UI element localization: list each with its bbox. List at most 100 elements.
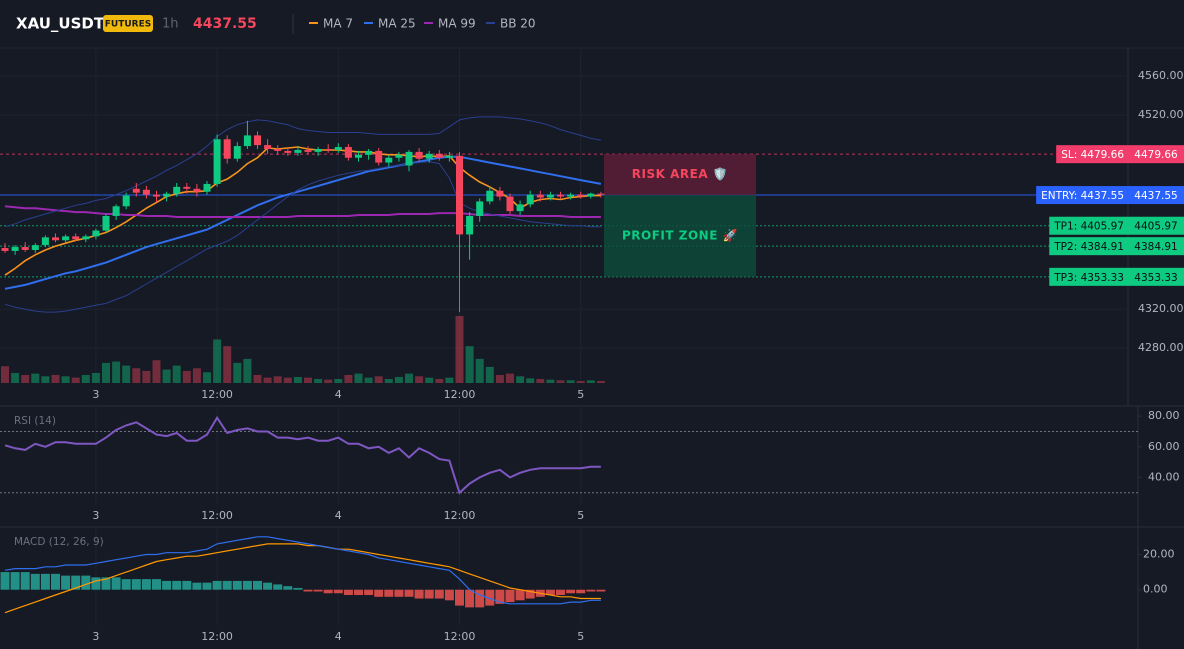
badge: FUTURES	[105, 20, 151, 30]
y-tick-label: 4320.00	[1138, 302, 1184, 315]
candle-body	[355, 154, 362, 158]
band-line	[4, 161, 601, 313]
macd-histogram-bar	[172, 580, 182, 590]
macd-histogram-bar	[525, 589, 535, 599]
x-tick-label: 4	[335, 509, 342, 522]
volume-bar	[314, 378, 323, 383]
volume-bar	[223, 346, 232, 383]
volume-bar	[506, 373, 514, 383]
volume-bar	[364, 377, 373, 383]
candle-body	[365, 150, 373, 155]
zone-label: PROFIT ZONE 🚀	[622, 228, 738, 242]
legend-label: MA 99	[438, 17, 476, 31]
candle-body	[395, 154, 403, 158]
volume-bar	[405, 373, 413, 383]
y-tick-label: 40.00	[1148, 470, 1180, 483]
macd-histogram-bar	[253, 580, 262, 590]
volume-bar	[304, 377, 312, 383]
band-line	[4, 116, 601, 228]
macd-histogram-bar	[444, 589, 454, 601]
macd-histogram-bar	[30, 573, 40, 590]
macd-histogram-bar	[455, 589, 464, 606]
volume-bar	[495, 374, 504, 383]
volume-bar	[415, 376, 424, 383]
macd-histogram-bar	[323, 589, 333, 594]
candle-body	[274, 148, 282, 151]
candle-body	[415, 151, 423, 159]
volume-bar	[283, 377, 292, 383]
volume-bar	[31, 373, 40, 383]
candle-body	[506, 196, 514, 212]
macd-histogram-bar	[586, 589, 596, 592]
macd-histogram-bar	[333, 589, 343, 594]
y-tick-label: 80.00	[1148, 409, 1180, 422]
macd-histogram-bar	[162, 580, 172, 590]
macd-histogram-bar	[51, 573, 60, 590]
axis-tag-bg	[1128, 186, 1184, 205]
volume-bar	[324, 379, 333, 383]
y-tick-label: 0.00	[1143, 583, 1168, 596]
macd-histogram-bar	[343, 589, 353, 596]
macd-histogram-bar	[61, 575, 71, 590]
volume-bar	[132, 368, 141, 383]
volume-bar	[516, 376, 525, 383]
volume-bar	[61, 376, 70, 383]
volume-bar	[566, 380, 575, 383]
volume-bar	[253, 374, 262, 383]
volume-bar	[182, 370, 191, 383]
macd-histogram-bar	[354, 589, 363, 596]
candle-body	[112, 206, 120, 216]
candle-body	[92, 230, 100, 237]
volume-bar	[556, 380, 565, 383]
macd-histogram-bar	[242, 580, 252, 590]
volume-bar	[51, 374, 60, 383]
macd-histogram-bar	[283, 586, 293, 590]
macd-histogram-bar	[40, 573, 50, 590]
macd-histogram-bar	[566, 589, 576, 594]
volume-bar	[475, 358, 484, 383]
level-tag-bg	[1049, 216, 1128, 235]
axis-tag-bg	[1128, 237, 1184, 256]
candle-body	[435, 153, 443, 158]
macd-histogram-bar	[495, 589, 505, 604]
x-tick-label: 12:00	[201, 630, 233, 643]
x-tick-label: 5	[577, 509, 584, 522]
macd-histogram-bar	[434, 589, 444, 599]
volume-bar	[455, 316, 464, 383]
volume-bar	[203, 372, 211, 383]
level-tag: TP1: 4405.97	[1053, 221, 1124, 233]
volume-bar	[425, 377, 434, 383]
macd-histogram-bar	[384, 589, 394, 597]
candle-body	[163, 193, 171, 197]
level-tag: ENTRY: 4437.55	[1041, 190, 1124, 202]
rsi-line	[4, 415, 601, 495]
macd-histogram-bar	[20, 572, 30, 590]
volume-bar	[142, 370, 151, 383]
candle-body	[223, 139, 231, 159]
candle-body	[304, 149, 312, 152]
y-tick-label: 20.00	[1143, 547, 1175, 560]
interval: 1h	[162, 17, 179, 32]
macd-histogram-bar	[263, 582, 273, 590]
candle-body	[213, 139, 221, 184]
candle-body	[243, 135, 251, 147]
level-tag-bg	[1049, 267, 1128, 286]
volume-bar	[81, 374, 90, 383]
macd-histogram-bar	[465, 589, 475, 608]
x-tick-label: 3	[92, 630, 99, 643]
level-tag-bg	[1049, 237, 1128, 256]
level-tag: TP2: 4384.91	[1053, 241, 1124, 253]
macd-histogram-bar	[91, 577, 101, 590]
volume-bar	[213, 339, 222, 383]
candle-body	[62, 236, 70, 241]
axis-tag: 4353.33	[1134, 272, 1177, 284]
axis-tag-bg	[1128, 216, 1184, 235]
macd-histogram-bar	[131, 579, 141, 590]
candle-body	[41, 237, 49, 246]
axis-tag-bg	[1128, 267, 1184, 286]
volume-bar	[172, 365, 181, 383]
zone	[604, 154, 756, 196]
axis-tag: 4479.66	[1134, 149, 1178, 161]
